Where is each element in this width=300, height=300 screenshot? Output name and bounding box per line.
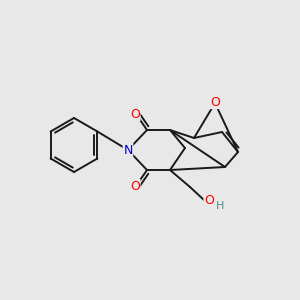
Text: O: O (210, 95, 220, 109)
Text: N: N (123, 143, 133, 157)
Text: O: O (130, 107, 140, 121)
Text: O: O (204, 194, 214, 208)
Text: H: H (216, 201, 224, 211)
Text: O: O (130, 179, 140, 193)
